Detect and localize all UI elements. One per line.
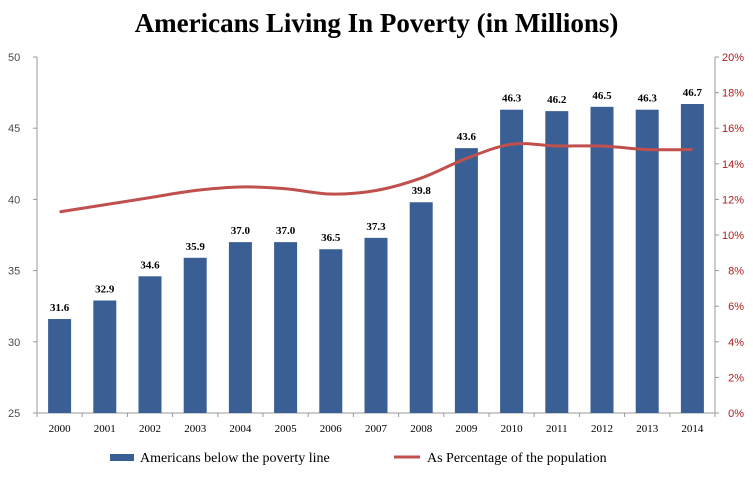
bar-value-label: 46.3 — [638, 93, 658, 105]
bar — [454, 148, 478, 414]
bar — [680, 103, 704, 413]
legend-swatch-bars — [110, 454, 134, 461]
x-tick-label: 2008 — [410, 423, 433, 435]
legend-label-line: As Percentage of the population — [427, 451, 607, 466]
y-left-tick-label: 25 — [8, 408, 20, 420]
x-tick-label: 2011 — [546, 423, 568, 435]
bar — [138, 276, 162, 413]
x-tick-label: 2004 — [229, 423, 252, 435]
bar — [590, 106, 614, 413]
bar — [635, 109, 659, 414]
y-left-tick-label: 30 — [8, 337, 20, 349]
x-tick-label: 2010 — [501, 423, 524, 435]
x-tick-label: 2013 — [636, 423, 659, 435]
bar-value-label: 37.0 — [231, 225, 251, 237]
x-tick-label: 2002 — [139, 423, 161, 435]
y-right-tick-label: 6% — [728, 301, 744, 313]
percentage-line — [59, 142, 693, 214]
bar-value-label: 37.3 — [366, 221, 386, 233]
y-left-tick-label: 45 — [8, 123, 20, 135]
bar-value-label: 46.5 — [592, 90, 612, 102]
legend: Americans below the poverty line As Perce… — [110, 451, 607, 466]
y-right-tick-label: 12% — [722, 194, 744, 206]
y-right-tick-label: 8% — [728, 266, 744, 278]
y-right-tick-label: 0% — [728, 408, 744, 420]
x-tick-label: 2005 — [275, 423, 298, 435]
y-right-tick-label: 20% — [722, 52, 744, 64]
bar-value-label: 46.3 — [502, 93, 522, 105]
bar-value-label: 35.9 — [186, 241, 206, 253]
x-tick-labels: 2000 2001 2002 2003 2004 2005 2006 2007 2008 2009… — [49, 423, 704, 435]
y-right-tick-label: 16% — [722, 123, 744, 135]
bar-value-label: 32.9 — [95, 284, 115, 296]
x-tick-label: 2001 — [94, 423, 116, 435]
y-left-tick-label: 40 — [8, 194, 20, 206]
x-tick-label: 2012 — [591, 423, 613, 435]
y-right-tick-label: 4% — [728, 337, 744, 349]
bar-value-label: 43.6 — [457, 131, 477, 143]
legend-label-bars: Americans below the poverty line — [140, 451, 330, 466]
y-left-tick-label: 35 — [8, 266, 20, 278]
x-tick-label: 2000 — [49, 423, 72, 435]
bar-value-label: 36.5 — [321, 232, 341, 244]
bar — [228, 242, 252, 413]
x-tick-label: 2007 — [365, 423, 388, 435]
bar-value-label: 46.2 — [547, 94, 567, 106]
chart-title: Americans Living In Poverty (in Millions… — [134, 8, 619, 38]
bar — [319, 249, 343, 413]
y-right-tick-label: 2% — [728, 372, 744, 384]
bars — [48, 103, 704, 414]
bar — [364, 237, 388, 413]
bar — [93, 300, 117, 413]
y-right-tick-label: 18% — [722, 88, 744, 100]
y-left-tick-label: 50 — [8, 52, 20, 64]
x-tick-label: 2009 — [455, 423, 478, 435]
bar-value-label: 37.0 — [276, 225, 296, 237]
y-right-tick-labels: 0% 2% 4% 6% 8% 10% 12% 14% 16% 18% 20% — [722, 52, 744, 420]
x-tick-label: 2014 — [681, 423, 704, 435]
bar-value-label: 46.7 — [683, 87, 703, 99]
bar — [48, 319, 72, 413]
bar-value-label: 39.8 — [412, 185, 432, 197]
y-right-tick-label: 14% — [722, 159, 744, 171]
y-left-tick-labels: 25 30 35 40 45 50 — [8, 52, 20, 420]
x-tick-label: 2003 — [184, 423, 207, 435]
bar — [183, 257, 207, 413]
bar-value-label: 34.6 — [140, 259, 160, 271]
bar — [409, 202, 433, 413]
bar-labels: 31.6 32.9 34.6 35.9 37.0 37.0 36.5 37.3 39.8 43.6… — [50, 87, 703, 314]
percentage-line-path — [59, 142, 693, 214]
bar — [500, 109, 524, 414]
bar-value-label: 31.6 — [50, 302, 70, 314]
x-tick-label: 2006 — [320, 423, 343, 435]
bar — [274, 242, 298, 413]
y-right-tick-label: 10% — [722, 230, 744, 242]
bar — [545, 111, 569, 413]
